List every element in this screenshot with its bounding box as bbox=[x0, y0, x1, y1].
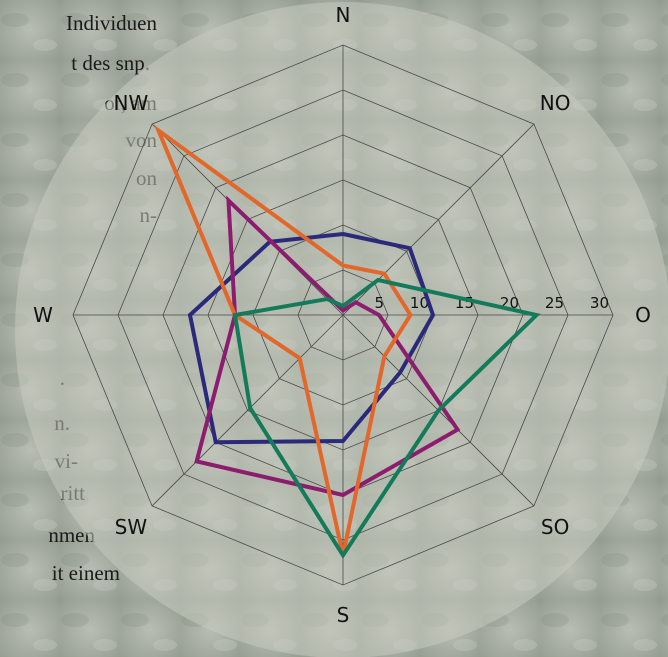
category-label: SW bbox=[115, 515, 148, 539]
category-label: SO bbox=[541, 515, 569, 539]
r-tick-label: 30 bbox=[590, 294, 609, 312]
side-text-line: Individuen bbox=[66, 11, 157, 35]
side-text-line: t des snp. bbox=[71, 51, 150, 75]
page: nen kannIndividuent des snp.or, amvononn… bbox=[0, 0, 668, 657]
category-label: N bbox=[336, 3, 351, 27]
category-label: S bbox=[337, 603, 350, 627]
r-tick-label: 5 bbox=[374, 294, 384, 312]
category-label: NW bbox=[113, 91, 148, 115]
r-tick-label: 25 bbox=[545, 294, 564, 312]
side-text-line: nen kann bbox=[44, 0, 121, 5]
side-text-line: it einem bbox=[52, 561, 120, 585]
category-label: O bbox=[635, 303, 651, 327]
category-label: NO bbox=[540, 91, 571, 115]
category-label: W bbox=[33, 303, 53, 327]
chart: nen kannIndividuent des snp.or, amvononn… bbox=[0, 0, 668, 657]
